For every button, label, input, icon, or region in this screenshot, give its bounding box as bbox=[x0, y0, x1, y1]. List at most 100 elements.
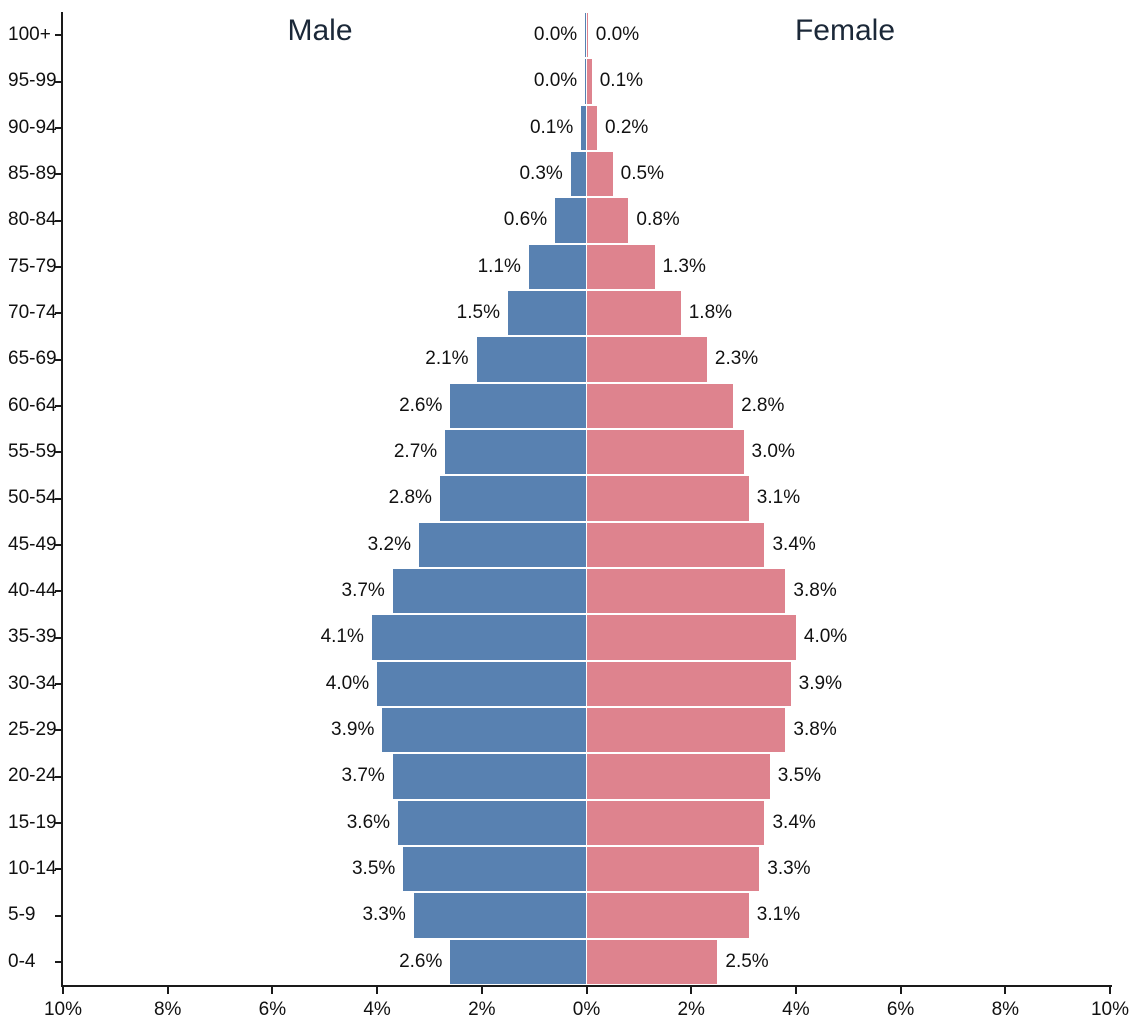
female-bar bbox=[586, 337, 707, 382]
x-tick-label: 8% bbox=[991, 999, 1020, 1020]
female-value-label: 2.8% bbox=[741, 394, 785, 416]
male-value-label: 3.2% bbox=[367, 533, 411, 555]
male-value-label: 0.3% bbox=[519, 163, 563, 185]
female-value-label: 3.4% bbox=[772, 533, 816, 555]
x-tick bbox=[62, 987, 64, 994]
age-group-label: 15-19 bbox=[8, 811, 57, 833]
male-value-label: 2.7% bbox=[393, 441, 438, 463]
female-bar bbox=[586, 383, 734, 428]
female-bar bbox=[586, 800, 765, 845]
y-tick bbox=[55, 682, 61, 685]
female-bar bbox=[586, 105, 597, 150]
female-bar bbox=[586, 939, 718, 984]
pyramid-row: 60-64 2.6% 2.8% bbox=[0, 383, 1132, 429]
y-tick bbox=[55, 729, 61, 732]
female-bar bbox=[586, 569, 786, 614]
y-tick bbox=[55, 590, 61, 593]
y-tick bbox=[55, 404, 61, 407]
x-tick-label: 2% bbox=[677, 999, 705, 1020]
male-value-label: 4.1% bbox=[320, 626, 364, 648]
x-tick bbox=[585, 987, 588, 994]
age-group-label: 30-34 bbox=[8, 672, 57, 694]
pyramid-row: 45-49 3.2% 3.4% bbox=[0, 522, 1132, 568]
female-series-title: Female bbox=[794, 14, 896, 47]
male-value-label: 1.1% bbox=[477, 255, 521, 277]
male-bar bbox=[450, 383, 587, 428]
age-group-label: 60-64 bbox=[8, 394, 57, 416]
pyramid-row: 20-24 3.7% 3.5% bbox=[0, 753, 1132, 799]
male-value-label: 0.1% bbox=[529, 116, 574, 138]
female-bar bbox=[586, 708, 786, 753]
male-value-label: 0.0% bbox=[533, 70, 578, 92]
pyramid-row: 50-54 2.8% 3.1% bbox=[0, 475, 1132, 521]
male-bar bbox=[371, 615, 587, 660]
male-bar bbox=[377, 661, 587, 706]
pyramid-row: 75-79 1.1% 1.3% bbox=[0, 244, 1132, 290]
female-value-label: 2.3% bbox=[714, 348, 759, 370]
male-value-label: 2.6% bbox=[399, 950, 443, 972]
male-bar bbox=[382, 708, 587, 753]
male-value-label: 3.3% bbox=[362, 904, 406, 926]
female-value-label: 3.5% bbox=[777, 765, 822, 787]
female-bar bbox=[586, 198, 629, 243]
male-bar bbox=[555, 198, 587, 243]
female-bar bbox=[586, 476, 749, 521]
male-value-label: 2.6% bbox=[399, 394, 443, 416]
y-tick bbox=[55, 775, 61, 778]
x-tick-label: 6% bbox=[886, 999, 915, 1020]
y-tick bbox=[55, 312, 61, 315]
female-value-label: 3.1% bbox=[756, 904, 801, 926]
female-bar bbox=[586, 13, 588, 58]
male-bar bbox=[528, 244, 587, 289]
y-tick bbox=[55, 543, 61, 546]
age-group-label: 100+ bbox=[8, 24, 51, 46]
male-value-label: 3.6% bbox=[346, 811, 391, 833]
pyramid-row: 85-89 0.3% 0.5% bbox=[0, 151, 1132, 197]
female-bar bbox=[586, 522, 765, 567]
female-value-label: 3.3% bbox=[767, 858, 811, 880]
y-tick bbox=[55, 80, 61, 83]
male-value-label: 3.7% bbox=[341, 765, 385, 787]
age-group-label: 40-44 bbox=[8, 580, 57, 602]
male-bar bbox=[581, 105, 587, 150]
pyramid-row: 95-99 0.0% 0.1% bbox=[0, 58, 1132, 104]
male-value-label: 3.5% bbox=[351, 858, 396, 880]
pyramid-row: 55-59 2.7% 3.0% bbox=[0, 429, 1132, 475]
male-series-title: Male bbox=[287, 14, 353, 47]
pyramid-row: 65-69 2.1% 2.3% bbox=[0, 336, 1132, 382]
x-tick-label: 8% bbox=[153, 999, 182, 1020]
age-group-label: 95-99 bbox=[8, 70, 57, 92]
age-group-label: 85-89 bbox=[8, 163, 57, 185]
pyramid-row: 0-4 2.6% 2.5% bbox=[0, 939, 1132, 985]
x-tick-label: 10% bbox=[1090, 999, 1130, 1020]
y-tick bbox=[55, 636, 61, 639]
pyramid-row: 35-39 4.1% 4.0% bbox=[0, 614, 1132, 660]
male-bar bbox=[450, 939, 587, 984]
male-value-label: 4.0% bbox=[325, 672, 370, 694]
female-value-label: 0.0% bbox=[595, 24, 640, 46]
female-bar bbox=[586, 59, 592, 104]
x-tick bbox=[376, 987, 379, 994]
male-value-label: 3.7% bbox=[341, 580, 385, 602]
y-tick bbox=[55, 821, 61, 824]
age-group-label: 45-49 bbox=[8, 533, 57, 555]
y-tick bbox=[55, 265, 61, 268]
male-bar bbox=[413, 893, 587, 938]
female-value-label: 1.3% bbox=[662, 255, 706, 277]
y-tick bbox=[55, 868, 61, 871]
y-tick bbox=[55, 219, 61, 222]
pyramid-row: 40-44 3.7% 3.8% bbox=[0, 568, 1132, 614]
female-bar bbox=[586, 847, 760, 892]
female-value-label: 3.0% bbox=[751, 441, 795, 463]
male-bar bbox=[418, 522, 587, 567]
x-tick-label: 0% bbox=[572, 999, 601, 1020]
x-tick bbox=[899, 987, 902, 994]
female-value-label: 3.8% bbox=[793, 719, 837, 741]
x-tick bbox=[166, 987, 169, 994]
male-value-label: 0.6% bbox=[503, 209, 548, 231]
female-bar bbox=[586, 291, 681, 336]
female-value-label: 0.1% bbox=[599, 70, 644, 92]
y-tick bbox=[55, 451, 61, 454]
age-group-label: 55-59 bbox=[8, 441, 57, 463]
